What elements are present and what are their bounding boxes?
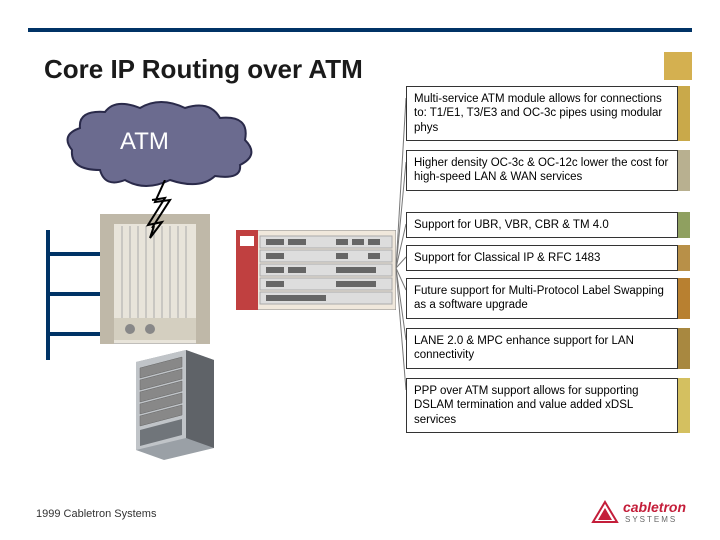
logo-brand-text: cabletron [623,499,686,515]
bus-branch-2 [46,292,100,296]
bus-branch-3 [46,332,100,336]
callout-1: Higher density OC-3c & OC-12c lower the … [406,150,678,191]
logo-mark-icon [591,500,619,524]
side-accent-5 [678,328,690,369]
callout-2: Support for UBR, VBR, CBR & TM 4.0 [406,212,678,238]
cloud-label: ATM [120,128,169,156]
top-divider [28,28,692,32]
footer-copyright: 1999 Cabletron Systems [36,508,156,520]
callout-0: Multi-service ATM module allows for conn… [406,86,678,141]
bus-branch-1 [46,252,100,256]
callout-4: Future support for Multi-Protocol Label … [406,278,678,319]
callout-3: Support for Classical IP & RFC 1483 [406,245,678,271]
side-accent-3 [678,245,690,271]
side-accent-1 [678,150,690,191]
lightning-icon [140,180,190,240]
side-accent-2 [678,212,690,238]
server-tower [136,350,214,460]
side-band-top [664,52,692,80]
callout-6: PPP over ATM support allows for supporti… [406,378,678,433]
side-accent-4 [678,278,690,319]
callout-5: LANE 2.0 & MPC enhance support for LAN c… [406,328,678,369]
slide-title: Core IP Routing over ATM [44,54,363,85]
chassis-switch [236,230,396,310]
side-accent-0 [678,86,690,141]
logo-sub-text: SYSTEMS [625,515,686,524]
company-logo: cabletron SYSTEMS [591,499,686,524]
side-accent-6 [678,378,690,433]
